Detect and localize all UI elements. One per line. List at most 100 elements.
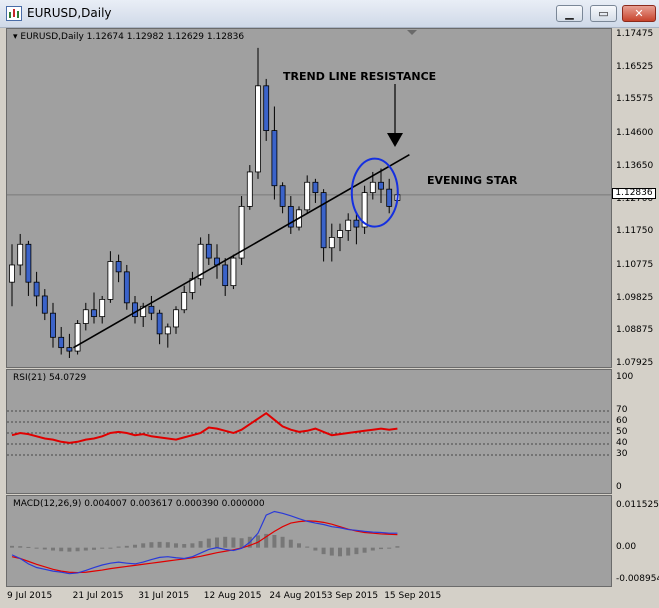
annotation-arrow-head	[387, 133, 403, 147]
window-titlebar[interactable]: EURUSD,Daily ▁ ▭ ✕	[0, 0, 659, 28]
rsi-line	[11, 411, 398, 444]
candle-body	[328, 236, 335, 249]
candle-body	[361, 192, 368, 228]
date-tick-label: 12 Aug 2015	[203, 591, 262, 601]
rsi-panel[interactable]: RSI(21) 54.0729	[6, 369, 612, 494]
macd-histogram-bar	[26, 546, 31, 548]
candle-body	[386, 188, 393, 207]
candle-body	[369, 181, 376, 194]
candle-body	[255, 85, 261, 173]
minimize-button[interactable]: ▁	[556, 5, 583, 22]
macd-histogram-bar	[395, 546, 400, 548]
candle-body	[205, 243, 212, 259]
candle-body	[230, 257, 237, 287]
macd-histogram-bar	[223, 536, 228, 548]
candle-body	[156, 312, 163, 335]
date-tick-label: 21 Jul 2015	[72, 591, 124, 601]
price-chart-panel[interactable]: ▾ EURUSD,Daily 1.12674 1.12982 1.12629 1…	[6, 28, 612, 368]
macd-histogram-bar	[108, 547, 113, 549]
macd-histogram-bar	[42, 547, 47, 550]
candle-body	[41, 295, 48, 314]
candle-body	[337, 230, 343, 238]
price-tick-label: 1.08875	[616, 325, 654, 336]
macd-histogram-bar	[239, 538, 244, 548]
price-tick-label: 1.09825	[616, 292, 654, 303]
macd-histogram-bar	[272, 534, 277, 548]
macd-histogram-bar	[34, 547, 39, 549]
candle-body	[246, 171, 253, 207]
candle-body	[74, 323, 81, 352]
rsi-canvas[interactable]	[7, 370, 612, 494]
macd-tick-label: -0.008954	[616, 574, 659, 584]
price-tick-label: 1.07925	[616, 358, 654, 368]
price-tick-label: 1.17475	[616, 29, 654, 39]
candle-body	[132, 302, 138, 318]
candle-body	[173, 309, 179, 328]
rsi-tick-label: 40	[616, 438, 628, 448]
macd-histogram-bar	[346, 547, 351, 556]
macd-histogram-bar	[313, 547, 318, 551]
candle-body	[17, 243, 24, 266]
candle-body	[99, 299, 106, 318]
macd-histogram-bar	[329, 547, 334, 556]
shift-marker-icon	[407, 30, 417, 35]
candle-body	[181, 292, 188, 311]
macd-histogram-bar	[157, 541, 162, 548]
candle-body	[378, 181, 384, 190]
candle-body	[164, 326, 171, 335]
rsi-tick-label: 60	[616, 416, 628, 426]
candle-body	[222, 264, 229, 287]
macd-histogram-bar	[379, 547, 383, 550]
macd-histogram-bar	[10, 545, 14, 548]
macd-histogram-bar	[370, 547, 375, 551]
macd-histogram-bar	[100, 547, 105, 549]
macd-canvas[interactable]	[7, 496, 612, 587]
candle-body	[25, 243, 32, 283]
evening-star-ellipse	[350, 157, 399, 228]
candle-body	[148, 305, 155, 314]
candle-body	[353, 219, 360, 228]
price-tick-label: 1.16525	[616, 61, 654, 72]
date-tick-label: 31 Jul 2015	[138, 591, 190, 601]
price-tick-label: 1.11750	[616, 226, 654, 237]
candle-body	[115, 261, 122, 273]
candle-body	[82, 309, 89, 324]
rsi-tick-label: 30	[616, 449, 628, 459]
candle-body	[33, 281, 40, 297]
price-tick-label: 1.13650	[616, 160, 654, 171]
macd-histogram-bar	[231, 537, 236, 548]
candle-body	[304, 181, 311, 211]
chart-window-icon	[6, 6, 22, 21]
macd-histogram-bar	[67, 547, 72, 552]
rsi-tick-label: 0	[616, 482, 622, 492]
price-chart-canvas[interactable]	[7, 29, 612, 368]
rsi-tick-label: 70	[616, 405, 628, 415]
macd-histogram-bar	[354, 547, 359, 555]
rsi-tick-label: 50	[616, 427, 628, 437]
macd-tick-label: 0.011525	[616, 500, 659, 510]
macd-histogram-bar	[18, 546, 23, 548]
macd-signal-line	[11, 520, 398, 574]
macd-histogram-bar	[59, 547, 64, 552]
macd-label: MACD(12,26,9) 0.004007 0.003617 0.000390…	[13, 499, 265, 509]
macd-histogram-bar	[141, 543, 146, 548]
macd-histogram-bar	[264, 533, 269, 548]
macd-histogram-bar	[305, 546, 310, 548]
macd-histogram-bar	[165, 542, 170, 548]
macd-histogram-bar	[387, 547, 392, 549]
maximize-button[interactable]: ▭	[590, 5, 617, 22]
macd-histogram-bar	[297, 543, 301, 548]
candle-body	[238, 205, 245, 259]
price-chart-label: ▾ EURUSD,Daily 1.12674 1.12982 1.12629 1…	[13, 32, 244, 42]
date-tick-label: 9 Jul 2015	[7, 591, 53, 601]
date-tick-label: 3 Sep 2015	[326, 591, 379, 601]
macd-histogram-bar	[198, 541, 203, 548]
macd-panel[interactable]: MACD(12,26,9) 0.004007 0.003617 0.000390…	[6, 495, 612, 587]
close-button[interactable]: ✕	[622, 5, 656, 22]
candle-body	[107, 261, 114, 300]
price-chart-label-text: EURUSD,Daily 1.12674 1.12982 1.12629 1.1…	[20, 32, 245, 42]
current-price-tag: 1.12836	[612, 187, 656, 199]
macd-histogram-bar	[174, 543, 178, 548]
macd-histogram-bar	[321, 547, 326, 555]
candle-body	[312, 181, 319, 194]
